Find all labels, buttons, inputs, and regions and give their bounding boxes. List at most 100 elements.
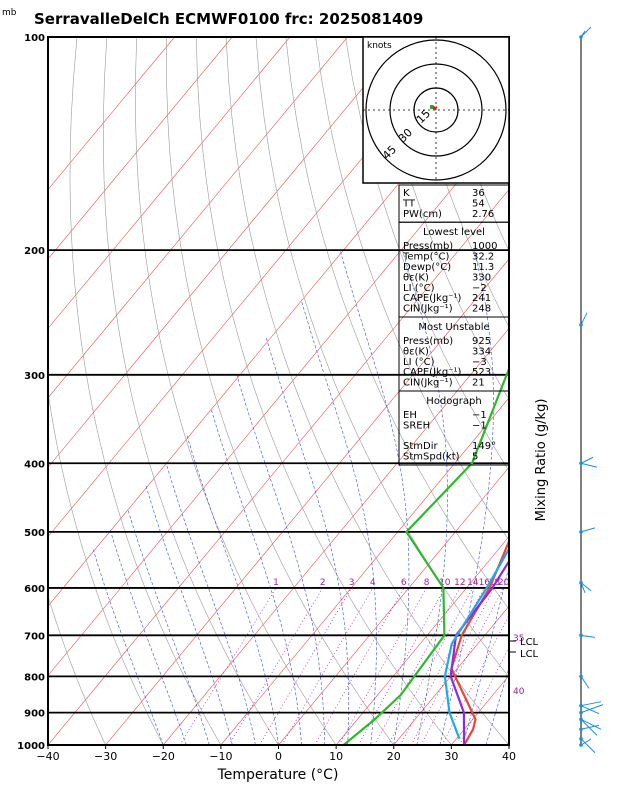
dry-adiabat <box>196 37 452 745</box>
units-label: mb <box>2 8 17 18</box>
index-label: CAPE(Jkg⁻¹) <box>403 293 461 304</box>
dewpoint-profile <box>342 365 509 745</box>
index-label: LI (°C) <box>403 283 435 294</box>
index-value: 248 <box>472 304 491 315</box>
isotherm <box>278 466 509 745</box>
moist-adiabat <box>186 435 279 745</box>
moist-adiabat <box>210 408 302 745</box>
index-label: CIN(Jkg⁻¹) <box>403 304 453 315</box>
mixing-ratio-label: 14 <box>467 578 479 588</box>
index-label: TT <box>402 198 416 209</box>
index-value: 5 <box>472 452 478 463</box>
mixing-ratio-label: 2 <box>320 578 326 588</box>
moist-adiabat <box>265 336 350 745</box>
mixing-ratio-label: 8 <box>424 578 430 588</box>
index-value: 11.3 <box>472 262 494 273</box>
mixing-ratio-label: 12 <box>454 578 465 588</box>
dry-adiabat <box>554 37 618 745</box>
wind-barb <box>580 30 586 38</box>
pressure-tick-labels: 100 200 300 400 500 600 700 800 900 1000 <box>17 33 45 752</box>
pressure-tick-label: 700 <box>24 631 45 642</box>
lowest-level-title: Lowest level <box>423 227 485 238</box>
pressure-tick-label: 800 <box>24 672 45 683</box>
indices-top: K 36 TT 54 PW(cm) 2.76 <box>398 184 510 223</box>
parcel-profile <box>449 559 509 745</box>
index-value: 241 <box>472 293 491 304</box>
isotherm <box>48 37 175 191</box>
index-label: EH <box>403 410 417 421</box>
index-label: Press(mb) <box>403 336 453 347</box>
temperature-tick-label: −20 <box>152 750 175 763</box>
mixing-ratio-label: 6 <box>401 578 407 588</box>
wind-barbs <box>579 26 604 754</box>
dry-adiabat <box>225 37 509 745</box>
mixing-ratio-label: 16 <box>479 578 491 588</box>
index-value: 925 <box>472 336 491 347</box>
mixing-ratio-label: 10 <box>439 578 451 588</box>
mixing-ratio-line <box>179 587 277 745</box>
dry-adiabat <box>135 37 337 745</box>
index-label: StmDir <box>403 441 438 452</box>
pressure-tick-label: 900 <box>24 709 45 720</box>
most-unstable: Most Unstable Press(mb) 925 θε(K) 334 LI (°C)… <box>398 316 510 392</box>
mixing-ratio-line <box>228 587 324 745</box>
dry-adiabat <box>524 37 618 745</box>
hodograph-ring <box>365 39 507 181</box>
dry-adiabat <box>614 37 618 745</box>
dry-adiabat <box>166 37 395 745</box>
profiles <box>342 365 509 745</box>
wind-barb <box>580 738 596 754</box>
pressure-tick-label: 600 <box>24 584 45 595</box>
index-value: 32.2 <box>472 252 494 263</box>
temperature-tick-label: −10 <box>209 750 232 763</box>
wind-barb <box>580 676 590 689</box>
isotherm <box>220 397 509 745</box>
index-value: 2.76 <box>472 209 494 220</box>
wind-barb <box>580 701 602 707</box>
index-value: −3 <box>472 357 487 368</box>
wind-barb <box>580 704 604 714</box>
index-label: θε(K) <box>403 272 429 283</box>
moist-adiabat <box>145 485 233 745</box>
hodograph-indices-frame <box>398 390 510 466</box>
mixing-ratio-label: 4 <box>370 578 376 588</box>
lowest-level: Lowest level Press(mb) 1000 Temp(°C) 32.2 Dew… <box>398 221 510 318</box>
moist-adiabat <box>485 666 509 745</box>
pressure-tick-label: 400 <box>24 459 45 470</box>
pressure-tick-label: 500 <box>24 528 45 539</box>
isotherm <box>48 37 233 260</box>
isotherm <box>48 37 348 399</box>
pressure-tick-label: 100 <box>24 33 45 44</box>
wind-barb <box>580 718 602 730</box>
pressure-tick-label: 200 <box>24 246 45 257</box>
dry-adiabat <box>315 37 509 541</box>
isotherm <box>335 536 509 745</box>
index-value: −1 <box>472 420 487 431</box>
temperature-tick-label: 0 <box>275 750 282 763</box>
wind-barb <box>580 738 592 746</box>
index-value: 54 <box>472 198 485 209</box>
moist-adiabat <box>93 549 164 745</box>
temperature-tick-label: 20 <box>387 750 401 763</box>
isotherm <box>48 189 509 745</box>
grid <box>48 37 618 745</box>
moist-adiabat <box>109 528 187 745</box>
isotherm <box>48 37 406 468</box>
mixing-ratio-line <box>281 587 374 745</box>
moist-adiabat <box>127 509 210 745</box>
isotherm <box>105 258 509 745</box>
hodograph-trace <box>432 105 438 111</box>
dry-adiabat <box>69 37 222 745</box>
hodograph-indices-title: Hodograph <box>426 396 481 407</box>
moist-adiabat <box>508 744 509 745</box>
dry-adiabat <box>404 37 509 328</box>
index-label: SREH <box>403 420 430 431</box>
moist-adiabat <box>165 463 256 745</box>
pressure-tick-label: 1000 <box>17 741 45 752</box>
index-value: 1000 <box>472 241 497 252</box>
index-label: PW(cm) <box>403 209 442 220</box>
temperature-tick-label: 10 <box>329 750 343 763</box>
index-value: 523 <box>472 367 491 378</box>
wind-barb <box>580 582 592 592</box>
